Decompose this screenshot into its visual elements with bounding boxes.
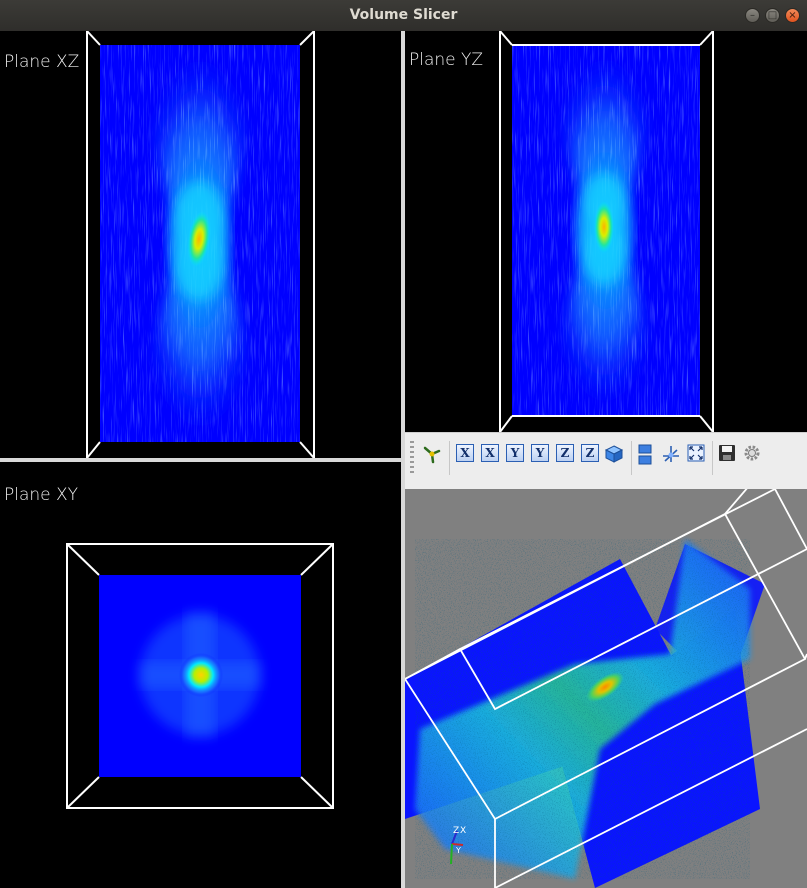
parallel-projection-icon[interactable] xyxy=(638,444,652,466)
yz-bounding-frame xyxy=(499,31,714,432)
xy-bounding-frame xyxy=(66,543,334,809)
view-z-plus-button[interactable]: Z xyxy=(556,444,574,462)
plane-xy-canvas xyxy=(66,543,334,809)
plane-yz-view[interactable]: Plane YZ xyxy=(405,31,807,432)
plane-xz-label: Plane XZ xyxy=(4,52,80,72)
plane-yz-canvas xyxy=(499,31,714,432)
plane-xy-label: Plane XY xyxy=(4,485,79,505)
scene-toolbar: X X Y Y Z Z xyxy=(405,432,807,490)
view-x-plus-button[interactable]: X xyxy=(456,444,474,462)
view-y-plus-button[interactable]: Y xyxy=(506,444,524,462)
view-x-minus-button[interactable]: X xyxy=(481,444,499,462)
axis-label-y: Y xyxy=(455,846,461,855)
plane-xz-view[interactable]: Plane XZ xyxy=(0,31,401,458)
scene-3d-canvas: Z X Y xyxy=(405,489,807,888)
view-y-minus-button[interactable]: Y xyxy=(531,444,549,462)
volume-plume xyxy=(415,539,750,879)
isometric-view-button[interactable] xyxy=(422,444,442,464)
fullscreen-icon[interactable] xyxy=(687,444,705,462)
gear-icon[interactable] xyxy=(743,444,761,462)
toolbar-grip[interactable] xyxy=(410,441,414,475)
cube-icon[interactable] xyxy=(604,444,624,464)
maximize-button[interactable]: □ xyxy=(765,8,780,23)
scene-3d-view[interactable]: Z X Y xyxy=(405,489,807,888)
plane-yz-label: Plane YZ xyxy=(409,50,484,70)
orientation-axes xyxy=(450,830,464,865)
vertical-splitter[interactable] xyxy=(401,31,405,888)
plane-xy-view[interactable]: Plane XY xyxy=(0,462,401,888)
toolbar-separator xyxy=(712,441,713,475)
xz-bounding-frame xyxy=(86,31,315,458)
toolbar-separator xyxy=(631,441,632,475)
axes-icon[interactable] xyxy=(661,444,681,464)
window-title: Volume Slicer xyxy=(349,7,458,23)
minimize-button[interactable]: – xyxy=(745,8,760,23)
axis-label-z: Z xyxy=(453,826,459,836)
view-z-minus-button[interactable]: Z xyxy=(581,444,599,462)
window-titlebar[interactable]: Volume Slicer – □ × xyxy=(0,0,807,32)
toolbar-separator xyxy=(449,441,450,475)
horizontal-splitter-left[interactable] xyxy=(0,458,401,462)
scene-bounding-box xyxy=(405,489,807,888)
plane-xz-canvas xyxy=(86,31,315,458)
axis-label-x: X xyxy=(460,826,466,836)
save-icon[interactable] xyxy=(718,444,736,462)
close-button[interactable]: × xyxy=(785,8,800,23)
